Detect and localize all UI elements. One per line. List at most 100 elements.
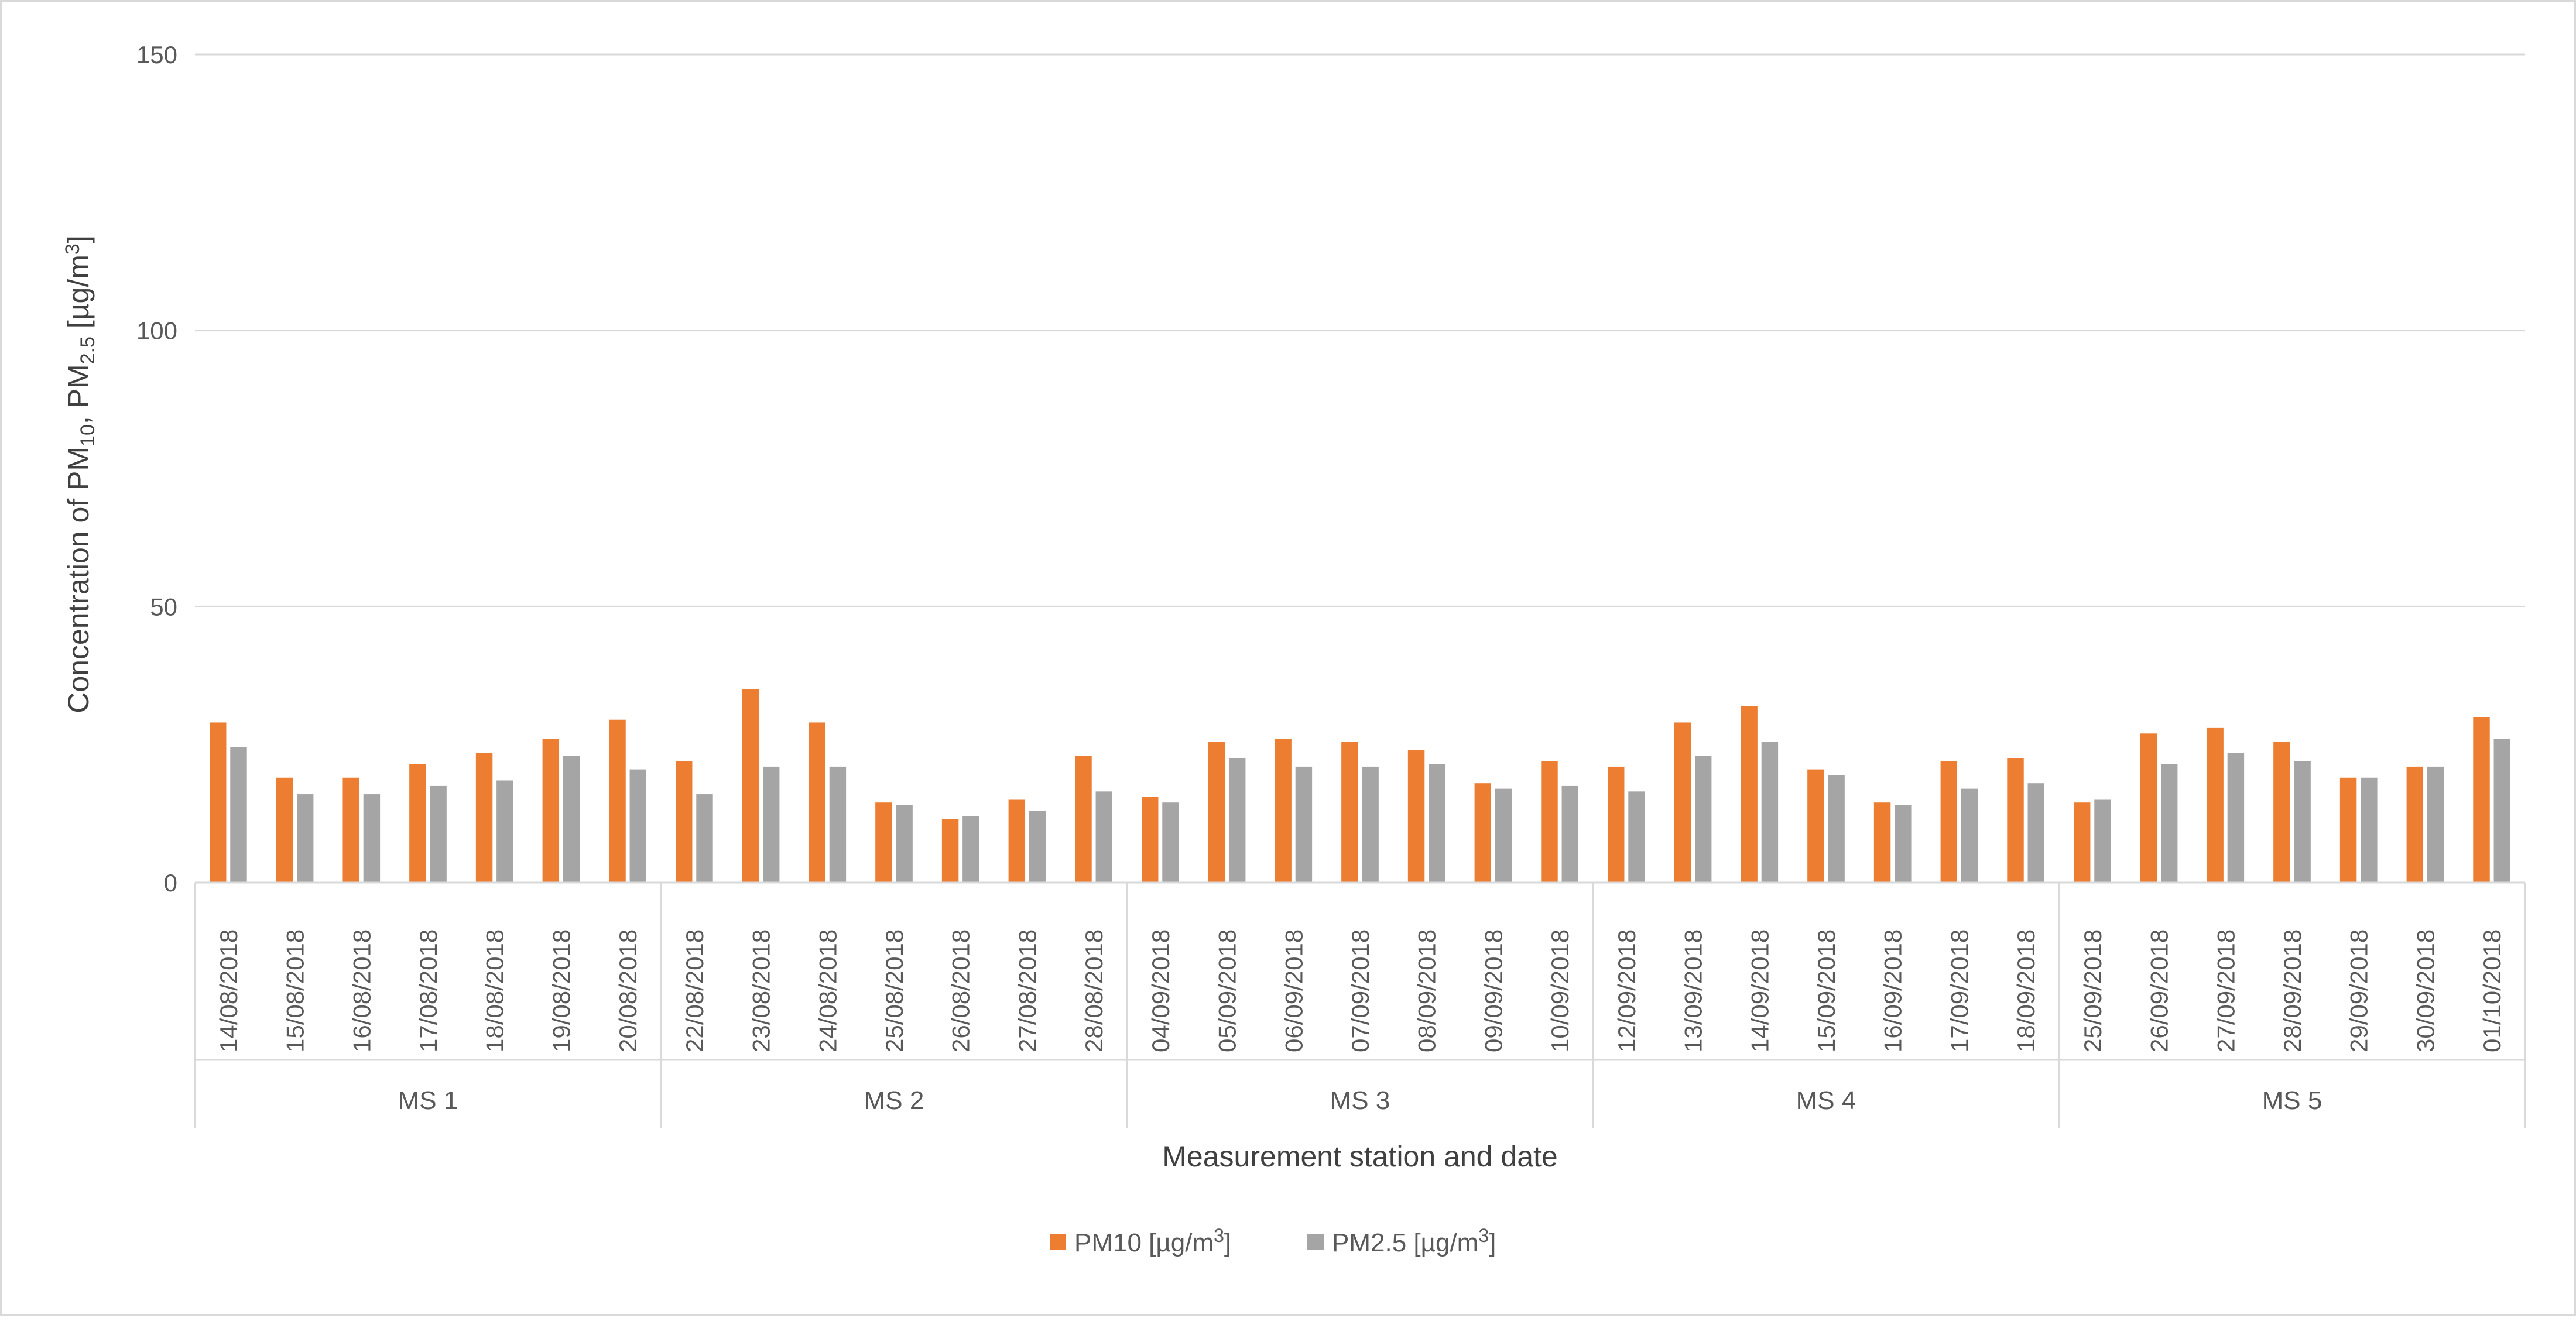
x-tick-label: 28/08/2018 — [1080, 929, 1108, 1052]
bar-pm10 — [1873, 802, 1891, 883]
x-tick-label: 12/09/2018 — [1613, 929, 1640, 1052]
y-title-prefix: Concentration of PM — [62, 447, 95, 713]
x-tick-label: 09/09/2018 — [1479, 929, 1507, 1052]
x-tick-label: 10/09/2018 — [1546, 929, 1574, 1052]
bar-pm25 — [762, 766, 780, 883]
bar-pm10 — [2273, 742, 2290, 883]
legend-pm25-suffix: ] — [1489, 1228, 1496, 1257]
x-tick-label: 15/09/2018 — [1813, 929, 1840, 1052]
bar-pm10 — [1940, 761, 1958, 883]
x-tick-label: 14/08/2018 — [215, 929, 242, 1052]
bar-pm10 — [676, 761, 693, 883]
x-axis-title: Measurement station and date — [1162, 1140, 1557, 1173]
legend-swatch-pm10 — [1050, 1234, 1066, 1250]
bar-pm10 — [1474, 783, 1492, 883]
bar-pm10 — [475, 753, 493, 883]
x-tick-label: 20/08/2018 — [614, 929, 642, 1052]
y-tick-label: 150 — [136, 41, 177, 68]
y-title-unit-prefix: [µg/m — [62, 255, 95, 337]
x-tick-label: 06/09/2018 — [1280, 929, 1307, 1052]
bar-pm10 — [2140, 733, 2157, 883]
y-title-sub1: 10 — [77, 424, 99, 447]
x-tick-label: 25/08/2018 — [881, 929, 908, 1052]
bar-pm25 — [2294, 761, 2311, 883]
bar-pm10 — [409, 764, 426, 883]
y-title-middle: , PM — [62, 364, 95, 424]
bar-pm10 — [609, 719, 626, 883]
bar-pm10 — [1008, 799, 1026, 883]
y-axis-ticks: 0 50 100 150 — [136, 41, 177, 897]
bar-pm25 — [962, 816, 979, 883]
y-title-sub2: 2.5 — [77, 337, 99, 364]
x-tick-label: 17/09/2018 — [1945, 929, 1973, 1052]
legend-pm10-sup: 3 — [1214, 1225, 1224, 1246]
bar-pm10 — [342, 777, 359, 883]
group-label: MS 1 — [398, 1086, 458, 1115]
group-label: MS 5 — [2262, 1086, 2322, 1115]
x-tick-label: 29/09/2018 — [2345, 929, 2373, 1052]
bar-pm25 — [1295, 766, 1313, 883]
bar-pm25 — [1228, 758, 1246, 883]
legend-label-pm25: PM2.5 [µg/m3] — [1332, 1225, 1496, 1257]
bar-pm25 — [1561, 785, 1578, 883]
y-title-unit-suffix: ] — [62, 235, 95, 243]
legend-pm10-suffix: ] — [1224, 1228, 1231, 1257]
bar-pm25 — [2094, 799, 2111, 883]
bar-pm25 — [1628, 791, 1645, 883]
legend-pm10-base: PM10 [µg/m — [1074, 1228, 1214, 1257]
x-tick-label: 26/08/2018 — [947, 929, 975, 1052]
legend: PM10 [µg/m3] PM2.5 [µg/m3] — [1050, 1225, 1496, 1257]
bar-pm25 — [1162, 802, 1179, 883]
bar-pm10 — [1142, 797, 1159, 883]
x-tick-label: 01/10/2018 — [2478, 929, 2506, 1052]
bar-pm10 — [1674, 722, 1691, 883]
legend-label-pm10: PM10 [µg/m3] — [1074, 1225, 1231, 1257]
bar-pm25 — [1429, 764, 1445, 883]
x-tick-label: 22/08/2018 — [681, 929, 708, 1052]
bar-pm10 — [1608, 766, 1625, 883]
bar-pm10 — [2207, 727, 2224, 883]
bar-pm10 — [542, 739, 560, 883]
legend-pm25-sup: 3 — [1478, 1225, 1489, 1246]
x-tick-label: 08/09/2018 — [1413, 929, 1441, 1052]
x-tick-label: 30/09/2018 — [2411, 929, 2439, 1052]
bar-pm10 — [2406, 766, 2424, 883]
x-tick-label: 13/09/2018 — [1680, 929, 1707, 1052]
y-tick-label: 0 — [164, 869, 177, 897]
group-label: MS 3 — [1330, 1086, 1390, 1115]
bar-pm25 — [1495, 788, 1512, 883]
bar-pm10 — [2473, 717, 2490, 883]
x-tick-label: 26/09/2018 — [2146, 929, 2173, 1052]
bar-pm10 — [210, 722, 227, 883]
bar-pm25 — [1095, 791, 1112, 883]
gridlines — [195, 53, 2525, 607]
x-tick-label: 23/08/2018 — [748, 929, 775, 1052]
bar-pm25 — [496, 780, 513, 883]
bar-pm10 — [1807, 769, 1824, 883]
bar-pm10 — [2007, 758, 2024, 883]
x-tick-label: 04/09/2018 — [1147, 929, 1174, 1052]
bar-pm25 — [696, 794, 713, 883]
x-tick-label: 07/09/2018 — [1347, 929, 1374, 1052]
bar-pm25 — [2493, 739, 2510, 883]
bar-pm25 — [2227, 753, 2245, 883]
bar-pm25 — [2027, 783, 2044, 883]
y-title-sup: 3 — [61, 243, 84, 255]
bars — [210, 689, 2510, 883]
x-tick-label: 05/09/2018 — [1214, 929, 1241, 1052]
bar-pm25 — [363, 794, 381, 883]
x-tick-label: 17/08/2018 — [415, 929, 442, 1052]
bar-pm10 — [742, 689, 759, 883]
bar-pm25 — [1895, 805, 1912, 883]
bar-pm10 — [1075, 756, 1092, 883]
bar-pm25 — [2160, 764, 2178, 883]
bar-pm10 — [2074, 802, 2091, 883]
bar-pm25 — [629, 769, 646, 883]
x-tick-label: 24/08/2018 — [814, 929, 841, 1052]
bar-pm10 — [875, 802, 892, 883]
bar-pm25 — [296, 794, 314, 883]
bar-pm25 — [1029, 811, 1046, 883]
x-tick-label: 27/09/2018 — [2212, 929, 2239, 1052]
